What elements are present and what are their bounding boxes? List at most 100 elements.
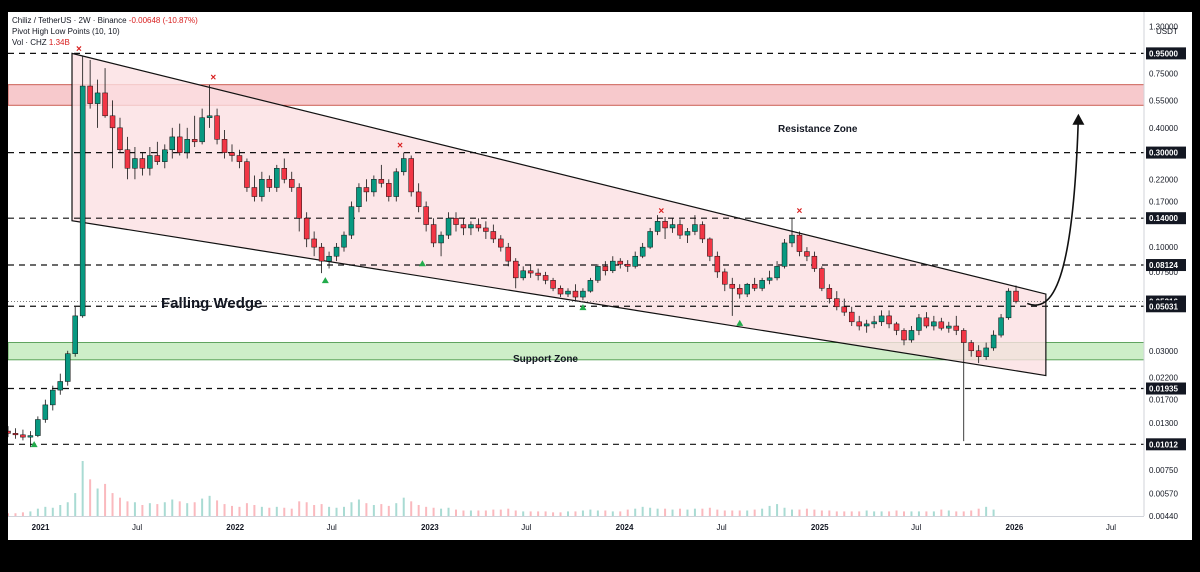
price-chart[interactable]: × × × × × 1.30000 0.95000 0.75000 0.55000 0.40000… <box>8 12 1192 540</box>
candle-body <box>826 288 833 299</box>
price-tick-label: 0.75000 <box>1149 70 1178 79</box>
candle-body <box>139 158 146 169</box>
volume-bar <box>581 510 584 516</box>
volume-bar <box>14 513 17 516</box>
volume-bar <box>417 505 420 516</box>
candle-body <box>960 330 967 343</box>
candle-body <box>393 171 400 197</box>
candle-body <box>176 136 183 153</box>
volume-bar <box>425 506 428 516</box>
candle-body <box>774 266 780 279</box>
price-tick-label: 0.95000 <box>1149 49 1178 58</box>
volume-bar <box>51 507 54 516</box>
candle-body <box>288 179 295 188</box>
volume-bar <box>216 500 219 516</box>
volume-bar <box>619 511 622 516</box>
candle-body <box>610 260 616 272</box>
candle-body <box>766 277 773 281</box>
axis-unit: USDT <box>1156 27 1178 36</box>
volume-bar <box>723 510 726 516</box>
time-tick-label: Jul <box>911 523 921 532</box>
candle-body <box>296 187 302 219</box>
candle-body <box>326 255 332 262</box>
volume-bar <box>484 510 487 516</box>
candle-body <box>931 321 937 327</box>
candle-body <box>751 283 758 289</box>
candle-body <box>1005 290 1012 319</box>
candle-body <box>102 92 108 117</box>
price-tick-label: 0.07500 <box>1149 268 1178 277</box>
candle-body <box>199 117 205 143</box>
candle-body <box>550 280 556 289</box>
volume-bar <box>679 508 681 516</box>
price-axis-bg <box>1144 12 1192 540</box>
candle-body <box>804 251 810 257</box>
candle-body <box>677 224 683 236</box>
candle-body <box>191 139 198 143</box>
price-tick-label: 0.01935 <box>1149 385 1178 394</box>
candle-body <box>692 224 698 232</box>
candle-body <box>460 224 467 229</box>
candle-body <box>408 158 414 193</box>
volume-bar <box>746 510 749 516</box>
candle-body <box>557 288 564 295</box>
volume-bar <box>731 510 734 516</box>
candle-body <box>117 127 123 151</box>
volume-bar <box>596 510 599 516</box>
candle-body <box>819 268 825 289</box>
volume-bar <box>283 507 286 516</box>
volume-bar <box>537 511 540 516</box>
candle-body <box>975 350 982 357</box>
candle-body <box>893 323 900 331</box>
volume-bar <box>208 495 211 516</box>
volume-bar <box>865 510 868 516</box>
price-tick-label: 0.01012 <box>1149 440 1178 449</box>
price-tick-label: 0.08124 <box>1149 261 1178 270</box>
candle-body <box>572 290 579 298</box>
candle-body <box>229 152 235 156</box>
volume-bar <box>402 497 405 516</box>
candle-body <box>527 270 534 274</box>
candle-body <box>841 306 848 313</box>
volume-bar <box>910 511 913 516</box>
candle-body <box>938 321 945 329</box>
candle-body <box>669 224 676 229</box>
candle-body <box>87 85 93 104</box>
price-tick-label: 0.10000 <box>1149 243 1178 252</box>
volume-bar <box>469 510 472 516</box>
candle-body <box>318 246 325 262</box>
price-label-box <box>1146 146 1186 159</box>
candle-body <box>617 260 624 265</box>
candle-body <box>109 115 116 129</box>
candle-body <box>878 315 885 323</box>
volume-bar <box>372 505 375 516</box>
volume-bar <box>238 506 241 516</box>
volume-bar <box>708 507 711 516</box>
candle-body <box>266 179 273 188</box>
candle-body <box>744 283 750 295</box>
price-tick-label: 0.00570 <box>1149 490 1178 499</box>
volume-bar <box>656 508 659 516</box>
volume-bar <box>552 512 555 516</box>
candle-body <box>348 206 355 236</box>
candle-body <box>162 149 168 162</box>
candle-body <box>916 317 922 331</box>
volume-bar <box>903 511 905 516</box>
candle-body <box>535 272 541 276</box>
candle-body <box>565 290 571 295</box>
price-tick-label: 1.30000 <box>1149 22 1178 31</box>
candle-body <box>1013 290 1019 302</box>
volume-bar <box>574 511 577 516</box>
candle-body <box>639 246 646 257</box>
candle-body <box>512 260 519 279</box>
candle-body <box>468 224 474 229</box>
candle-body <box>953 325 960 331</box>
volume-bar <box>343 506 345 516</box>
volume-bar <box>178 501 181 516</box>
candle-body <box>281 168 288 180</box>
volume-bar <box>253 505 256 516</box>
volume-bar <box>947 510 950 516</box>
volume-bar <box>387 505 390 516</box>
volume-bar <box>761 508 764 516</box>
volume-bar <box>649 507 652 516</box>
